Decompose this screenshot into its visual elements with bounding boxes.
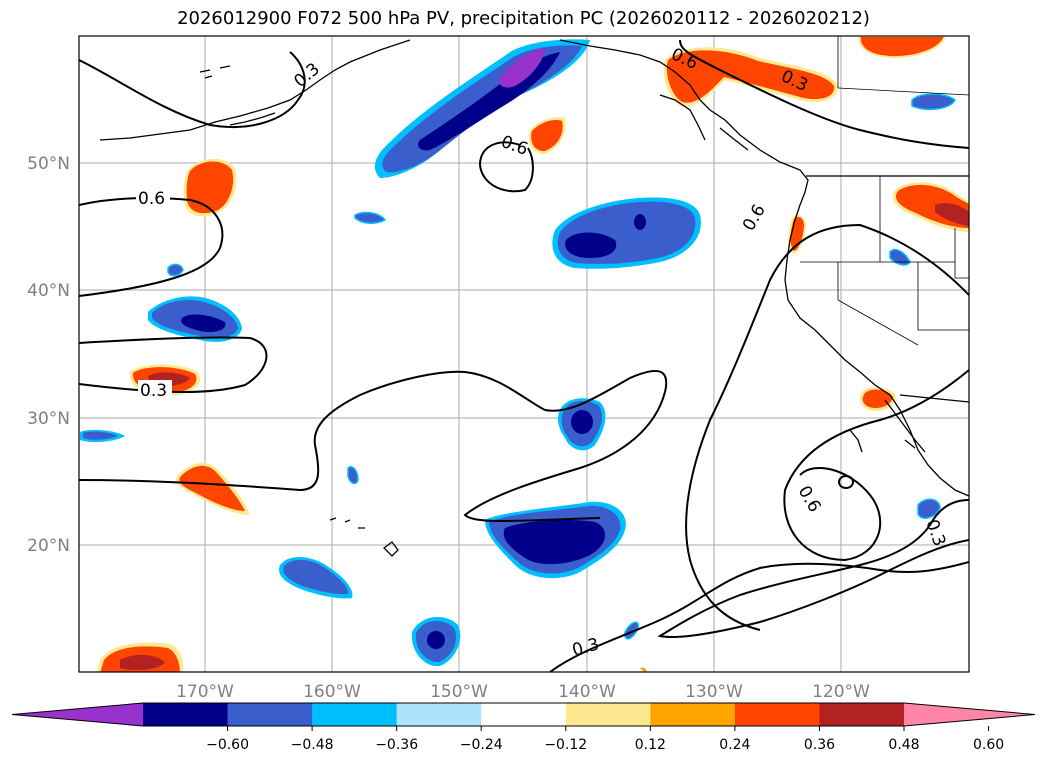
lon-label: 150°W: [430, 682, 488, 702]
map-frame: [78, 35, 970, 673]
colorbar-tick-label: 0.24: [719, 737, 750, 753]
map-background: [79, 36, 969, 672]
lon-label: 130°W: [685, 682, 743, 702]
contour-label: 0.6: [138, 189, 165, 209]
colorbar-swatch: [650, 703, 736, 726]
lat-label: 50°N: [27, 154, 70, 174]
map-content: [79, 36, 969, 672]
colorbar-extend-min: [12, 703, 143, 726]
lat-label: 30°N: [27, 409, 70, 429]
contour-label: 0.3: [140, 381, 167, 401]
colorbar: −0.60 −0.48 −0.36 −0.24 −0.12 0.12 0.24 0.36 0.4…: [11, 702, 1036, 753]
map-title: 2026012900 F072 500 hPa PV, precipitatio…: [177, 8, 870, 29]
colorbar-swatch: [143, 703, 229, 726]
colorbar-swatch: [396, 703, 482, 726]
lon-label: 160°W: [303, 682, 361, 702]
lon-label: 140°W: [558, 682, 616, 702]
colorbar-tick-label: −0.24: [460, 737, 503, 753]
colorbar-tick-label: −0.36: [375, 737, 418, 753]
colorbar-tick-label: −0.48: [291, 737, 334, 753]
colorbar-swatch: [819, 703, 905, 726]
colorbar-tick-label: 0.48: [888, 737, 919, 753]
colorbar-extend-max: [904, 703, 1035, 726]
colorbar-tick-label: 0.60: [973, 737, 1004, 753]
colorbar-swatch: [734, 703, 820, 726]
colorbar-swatch: [565, 703, 651, 726]
colorbar-swatch: [312, 703, 398, 726]
colorbar-tick-label: −0.12: [544, 737, 587, 753]
positive-precip-areas: [97, 36, 969, 672]
lat-label: 40°N: [27, 281, 70, 301]
pv-contours: [79, 39, 969, 672]
colorbar-tick-label: 0.36: [804, 737, 835, 753]
lon-label: 120°W: [812, 682, 870, 702]
lat-label: 20°N: [27, 536, 70, 556]
colorbar-outline: [11, 702, 1036, 727]
axis-labels: 170°W 160°W 150°W 140°W 130°W 120°W 50°N…: [27, 154, 870, 702]
negative-precip-areas: [80, 39, 956, 667]
colorbar-tick-label: 0.12: [635, 737, 666, 753]
colorbar-tick-label: −0.60: [206, 737, 249, 753]
colorbar-swatch: [227, 703, 313, 726]
colorbar-swatch: [481, 703, 567, 726]
lon-label: 170°W: [176, 682, 234, 702]
